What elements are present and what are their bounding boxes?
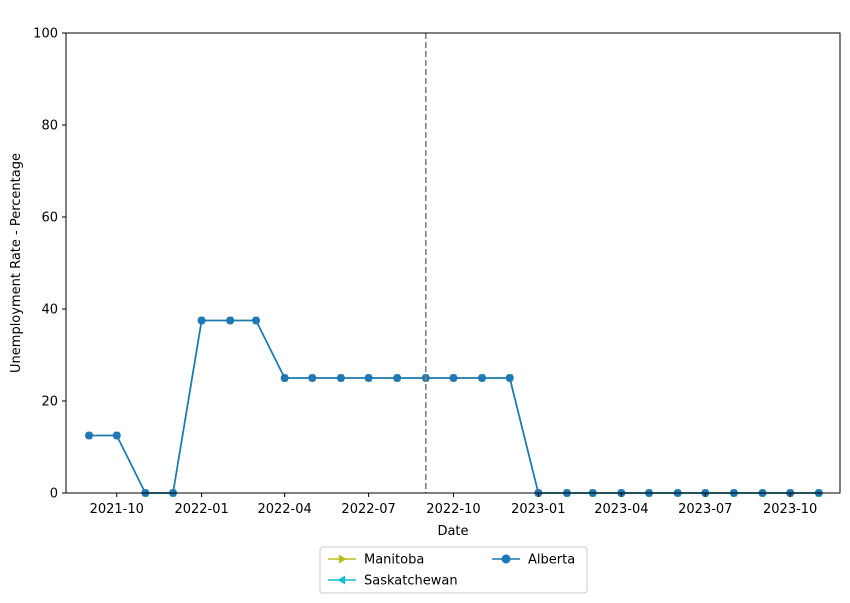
series-manitoba: [86, 316, 823, 497]
plot-area-frame: [65, 32, 841, 494]
y-tick-label: 20: [41, 395, 58, 410]
data-point-alberta: [336, 374, 345, 382]
x-tick-label: 2023-10: [763, 502, 817, 517]
data-point-alberta: [393, 374, 402, 382]
legend-label: Saskatchewan: [364, 574, 458, 589]
series-layer: [85, 316, 823, 497]
data-point-alberta: [280, 374, 289, 382]
x-tick-label: 2022-01: [174, 502, 228, 517]
x-tick-label: 2023-04: [594, 502, 648, 517]
x-tick-label: 2022-07: [341, 502, 395, 517]
data-point-alberta: [364, 374, 373, 382]
legend-item-manitoba: Manitoba: [328, 553, 424, 568]
data-point-alberta: [449, 374, 458, 382]
y-axis: 0 20 40 60 80 100: [33, 27, 66, 502]
series-line-saskatchewan: [89, 319, 819, 494]
series-line-manitoba: [89, 319, 819, 494]
y-tick-label: 80: [41, 119, 58, 134]
data-point-alberta: [478, 374, 487, 382]
y-tick-label: 0: [50, 487, 58, 502]
y-axis-label: Unemployment Rate - Percentage: [9, 153, 24, 373]
data-point-alberta: [197, 316, 206, 325]
x-tick-label: 2023-07: [678, 502, 732, 517]
legend-marker: [337, 575, 346, 585]
data-point-alberta: [308, 374, 317, 382]
series-alberta: [85, 316, 823, 497]
x-tick-label: 2021-10: [90, 502, 144, 517]
data-point-alberta: [226, 316, 235, 325]
legend: Manitoba Saskatchewan Alberta: [319, 546, 588, 594]
series-line-alberta: [89, 319, 819, 494]
legend-marker: [338, 554, 347, 564]
x-tick-label: 2023-01: [511, 502, 565, 517]
x-tick-label: 2022-10: [426, 502, 480, 517]
data-point-alberta: [112, 431, 121, 440]
data-point-alberta: [85, 431, 94, 440]
data-point-alberta: [505, 374, 514, 382]
y-tick-label: 100: [33, 27, 58, 42]
legend-marker: [501, 554, 511, 564]
y-tick-label: 40: [41, 303, 58, 318]
x-axis: 2021-10 2022-01 2022-04 2022-07 2022-10 2023-…: [90, 493, 817, 517]
legend-item-alberta: Alberta: [492, 553, 575, 568]
legend-frame: [319, 546, 588, 594]
data-point-alberta: [252, 316, 261, 325]
series-saskatchewan: [85, 316, 822, 497]
x-axis-label: Date: [437, 524, 468, 539]
legend-label: Alberta: [528, 553, 575, 568]
legend-label: Manitoba: [364, 553, 424, 568]
legend-item-saskatchewan: Saskatchewan: [328, 574, 458, 589]
x-tick-label: 2022-04: [257, 502, 311, 517]
y-tick-label: 60: [41, 211, 58, 226]
